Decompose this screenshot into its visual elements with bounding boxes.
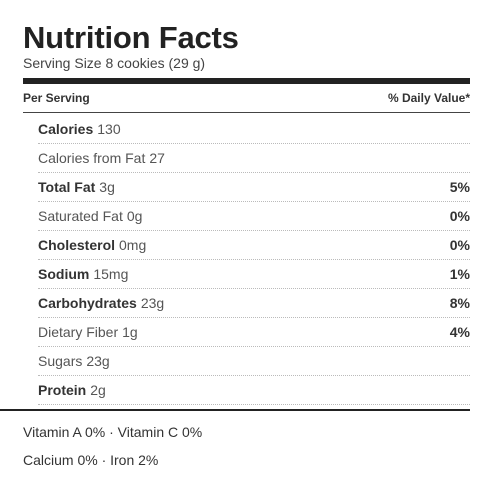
nutrient-info: Sodium 15mg <box>38 266 128 282</box>
nutrient-daily-value: 8% <box>449 295 470 311</box>
nutrient-row-calories-from-fat: Calories from Fat 27 <box>38 144 470 173</box>
nutrient-info: Calories from Fat 27 <box>38 150 165 166</box>
label-title: Nutrition Facts <box>23 20 239 55</box>
nutrient-amount: 23g <box>86 353 110 369</box>
per-serving-header: Per Serving % Daily Value* <box>23 89 470 107</box>
nutrient-daily-value: 1% <box>449 266 470 282</box>
nutrient-amount: 1g <box>122 324 138 340</box>
nutrient-row-carbohydrates: Carbohydrates 23g 8% <box>38 289 470 318</box>
nutrient-info: Protein 2g <box>38 382 106 398</box>
nutrient-name: Carbohydrates <box>38 295 137 311</box>
nutrient-row-protein: Protein 2g <box>38 376 470 405</box>
nutrient-name: Dietary Fiber <box>38 324 119 340</box>
nutrient-amount: 23g <box>140 295 165 311</box>
serving-size: Serving Size 8 cookies (29 g) <box>23 55 206 71</box>
nutrient-info: Cholesterol 0mg <box>38 237 146 253</box>
daily-value-label: % Daily Value* <box>387 91 470 105</box>
nutrient-amount: 2g <box>90 382 106 398</box>
nutrient-row-sugars: Sugars 23g <box>38 347 470 376</box>
nutrient-name: Protein <box>38 382 87 398</box>
nutrient-amount: 27 <box>149 150 165 166</box>
nutrient-daily-value: 0% <box>449 208 470 224</box>
nutrient-amount: 0mg <box>119 237 147 253</box>
bottom-divider <box>0 409 470 411</box>
nutrient-row-total-fat: Total Fat 3g 5% <box>38 173 470 202</box>
vitamins-line-1: Vitamin A 0% · Vitamin C 0% <box>23 424 203 440</box>
nutrient-amount: 15mg <box>93 266 129 282</box>
header-divider <box>23 112 470 113</box>
nutrient-name: Sodium <box>38 266 90 282</box>
nutrient-name: Saturated Fat <box>38 208 123 224</box>
nutrient-info: Dietary Fiber 1g <box>38 324 138 340</box>
nutrient-name: Calories <box>38 121 94 137</box>
nutrient-row-calories: Calories 130 <box>38 115 470 144</box>
nutrient-daily-value: 5% <box>449 179 470 195</box>
nutrient-daily-value: 4% <box>449 324 470 340</box>
nutrient-info: Saturated Fat 0g <box>38 208 142 224</box>
thick-divider <box>23 78 470 84</box>
per-serving-label: Per Serving <box>23 91 90 105</box>
nutrient-amount: 3g <box>99 179 115 195</box>
nutrient-row-dietary-fiber: Dietary Fiber 1g 4% <box>38 318 470 347</box>
nutrient-daily-value: 0% <box>449 237 470 253</box>
nutrient-amount: 130 <box>97 121 121 137</box>
nutrient-row-cholesterol: Cholesterol 0mg 0% <box>38 231 470 260</box>
nutrient-name: Sugars <box>38 353 83 369</box>
nutrient-name: Total Fat <box>38 179 96 195</box>
nutrient-info: Calories 130 <box>38 121 121 137</box>
nutrient-info: Carbohydrates 23g <box>38 295 164 311</box>
nutrient-info: Total Fat 3g <box>38 179 115 195</box>
nutrient-name: Calories from Fat <box>38 150 146 166</box>
vitamins-line-2: Calcium 0% · Iron 2% <box>23 452 159 468</box>
nutrient-info: Sugars 23g <box>38 353 110 369</box>
nutrient-row-sodium: Sodium 15mg 1% <box>38 260 470 289</box>
nutrient-row-saturated-fat: Saturated Fat 0g 0% <box>38 202 470 231</box>
nutrient-amount: 0g <box>126 208 143 224</box>
nutrient-name: Cholesterol <box>38 237 116 253</box>
